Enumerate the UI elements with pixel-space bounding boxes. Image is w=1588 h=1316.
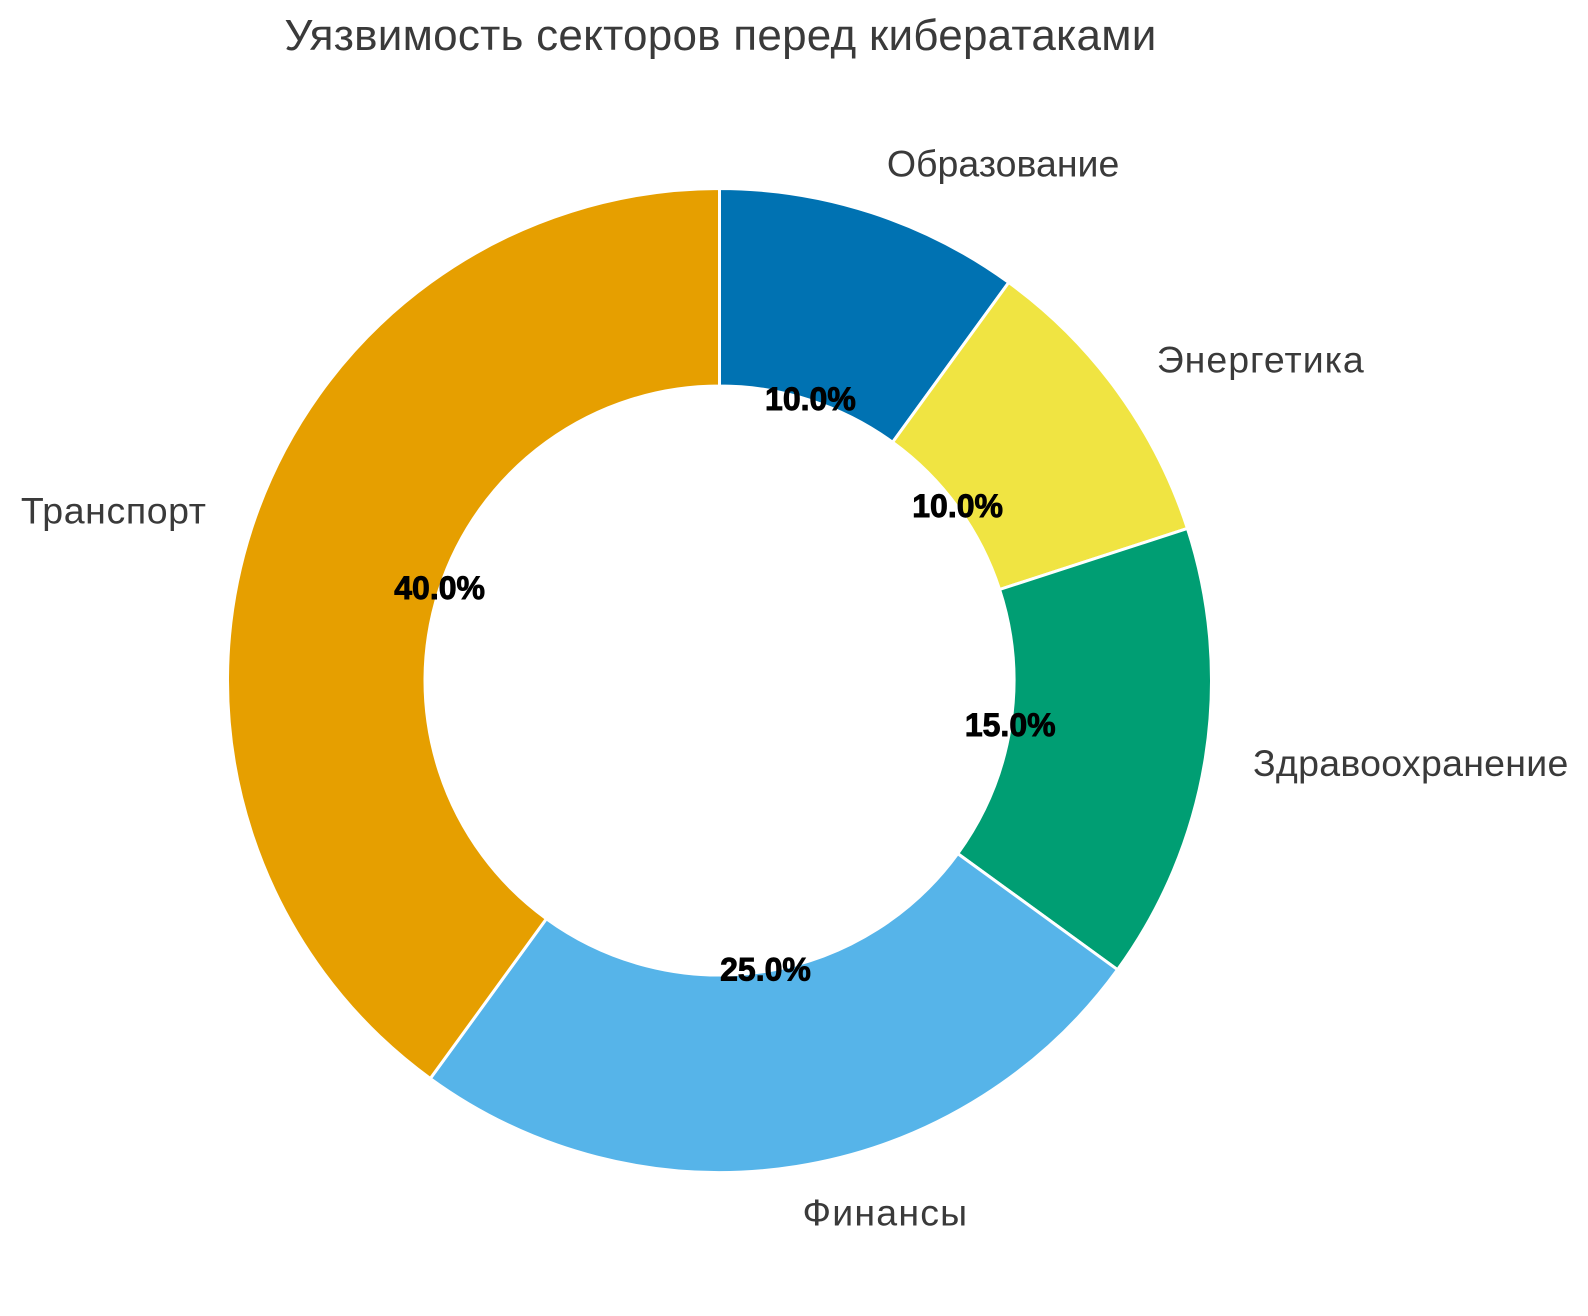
svg-text:Транспорт: Транспорт xyxy=(21,490,207,532)
svg-text:Образование: Образование xyxy=(887,143,1119,185)
svg-text:Здравоохранение: Здравоохранение xyxy=(1253,742,1569,784)
svg-text:40.0%: 40.0% xyxy=(394,570,485,606)
svg-text:15.0%: 15.0% xyxy=(965,707,1056,743)
svg-text:10.0%: 10.0% xyxy=(765,381,856,417)
svg-text:Энергетика: Энергетика xyxy=(1157,339,1365,381)
svg-text:Финансы: Финансы xyxy=(803,1192,969,1234)
svg-text:10.0%: 10.0% xyxy=(912,488,1003,524)
svg-text:Уязвимость секторов перед кибе: Уязвимость секторов перед кибератаками xyxy=(284,11,1156,60)
svg-text:25.0%: 25.0% xyxy=(720,952,811,988)
